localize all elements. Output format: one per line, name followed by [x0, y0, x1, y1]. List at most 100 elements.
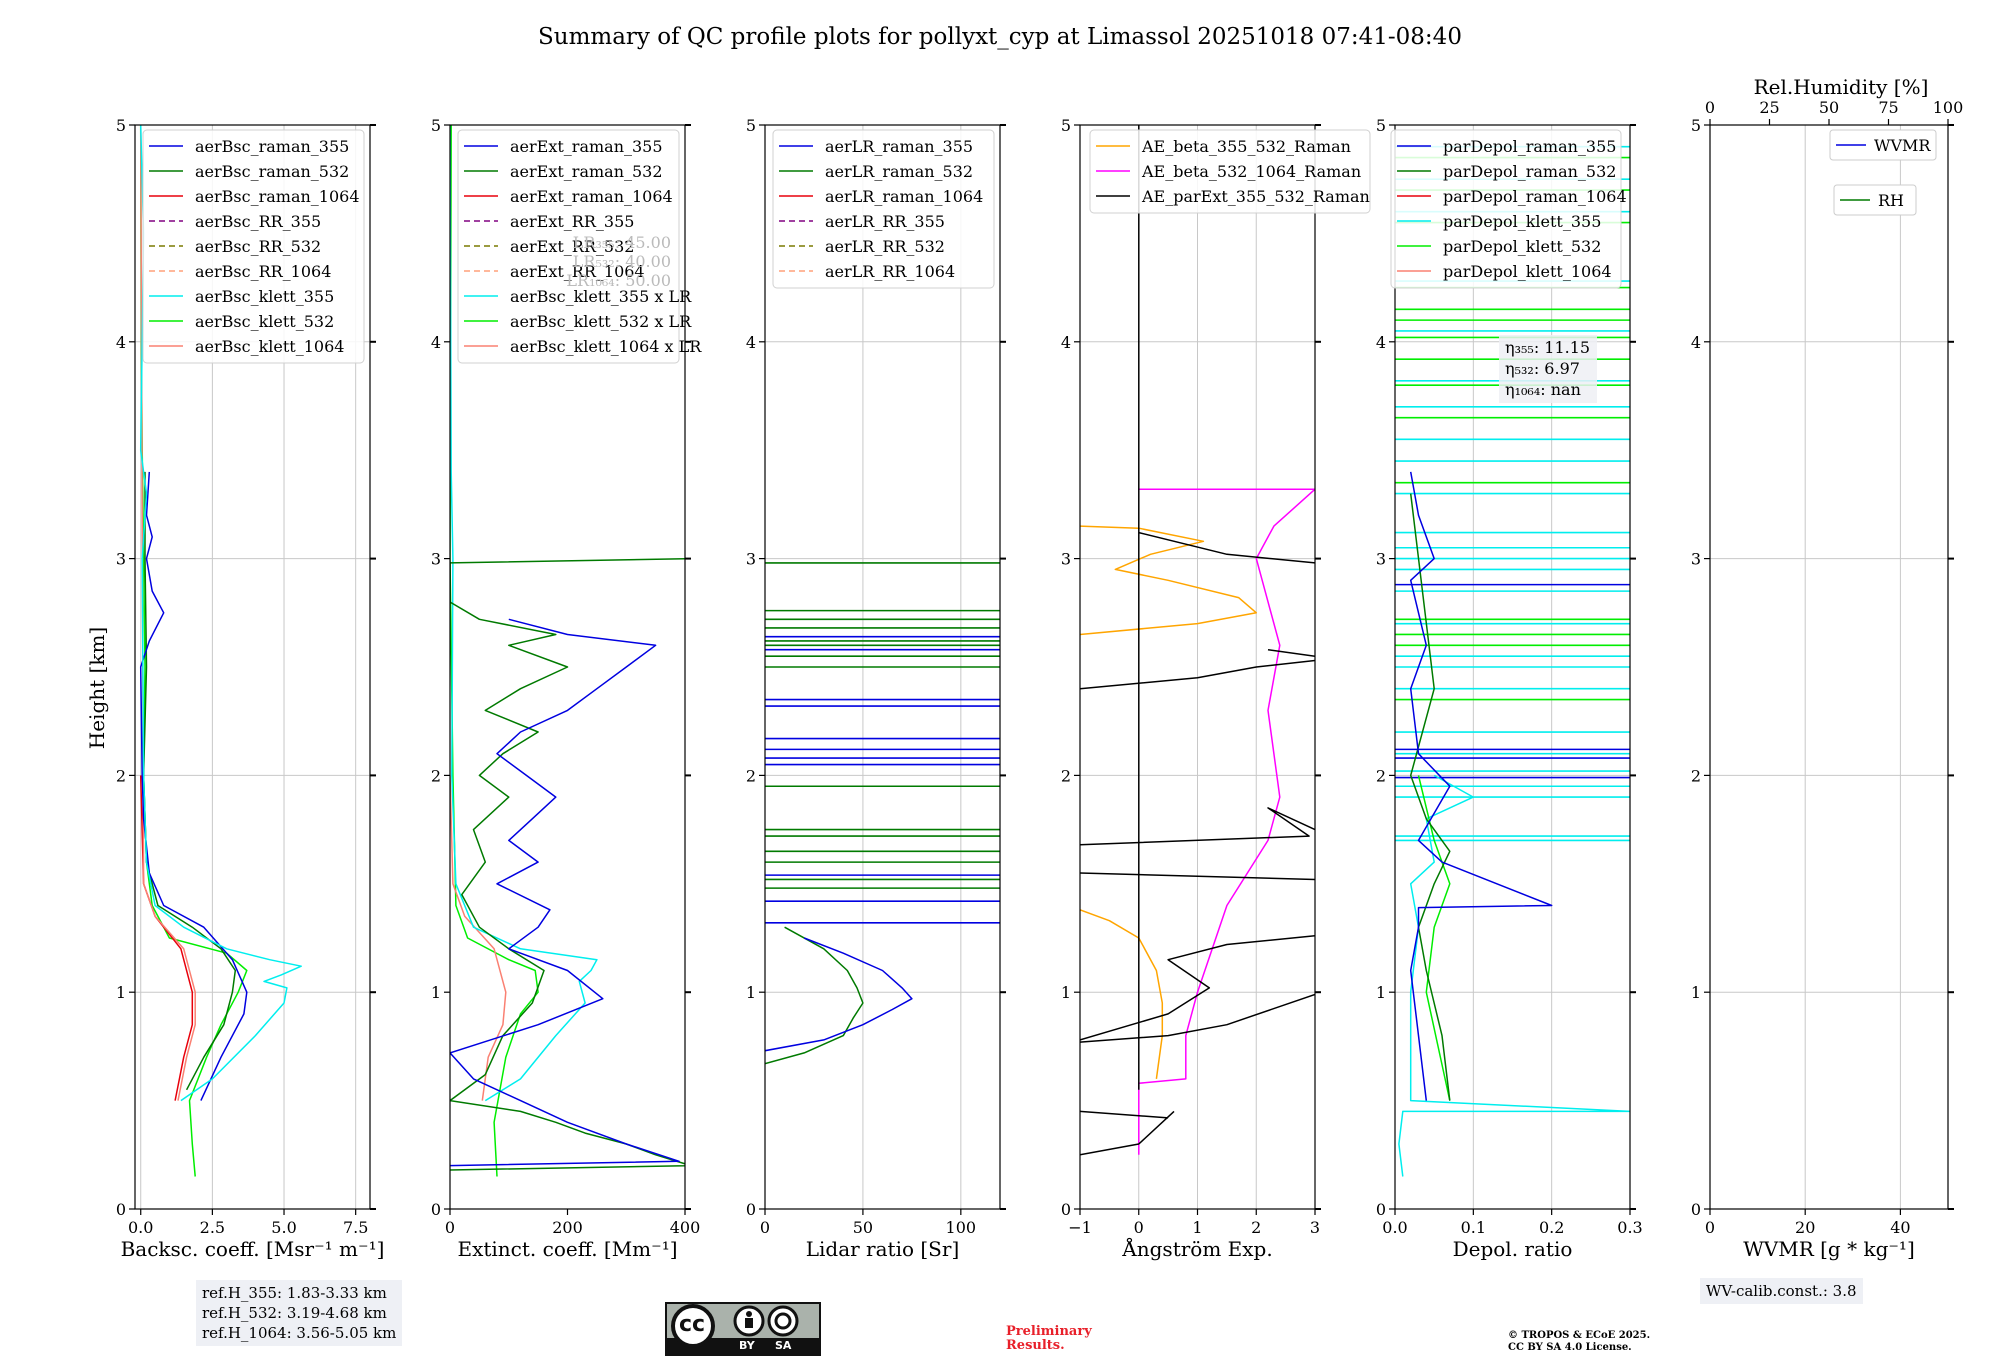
x-tick-label: 3: [1310, 1218, 1320, 1237]
legend-label: aerLR_raman_1064: [825, 187, 983, 206]
series-aerExt_raman_532: [450, 557, 685, 1171]
y-tick-label: 1: [431, 983, 441, 1002]
x-tick-label: 0.1: [1461, 1218, 1486, 1237]
panel-depol: [1389, 124, 1636, 1215]
lr-label: LR₃₅₅: 45.00: [573, 233, 671, 252]
legend-label: parDepol_klett_355: [1443, 212, 1601, 231]
panel-bsc: [129, 124, 376, 1215]
x-axis-label-wv: WVMR [g * kg⁻¹]: [1743, 1237, 1915, 1261]
x-tick-label: 0: [1134, 1218, 1144, 1237]
lr-label: LR₅₃₂: 40.00: [573, 252, 671, 271]
copyright-line-1: © TROPOS & ECoE 2025.: [1508, 1330, 1651, 1341]
cc-sa-text: SA: [775, 1339, 792, 1352]
legend-label: aerExt_raman_355: [510, 137, 663, 156]
copyright-note: © TROPOS & ECoE 2025. CC BY SA 4.0 Licen…: [1508, 1330, 1650, 1354]
legend-label: aerLR_RR_1064: [825, 262, 955, 281]
x-tick-label: 0.0: [1382, 1218, 1407, 1237]
preliminary-line-1: Preliminary: [1006, 1324, 1092, 1339]
y-tick-label: 3: [116, 550, 126, 569]
x-axis-label-ae: Ångström Exp.: [1121, 1236, 1272, 1261]
y-tick-label: 3: [431, 550, 441, 569]
eta-label: η₃₅₅: 11.15: [1505, 338, 1590, 357]
y-tick-label: 3: [1061, 550, 1071, 569]
cc-text: cc: [679, 1312, 706, 1337]
y-tick-label: 4: [1691, 333, 1701, 352]
x-axis-label-lr: Lidar ratio [Sr]: [806, 1237, 960, 1261]
x2-tick-label: 0: [1705, 98, 1715, 117]
series-aerBsc_klett_355 x LR: [450, 125, 598, 1102]
legend-label: aerExt_RR_355: [510, 212, 634, 231]
y-tick-label: 4: [1376, 333, 1386, 352]
y-tick-label: 2: [431, 766, 441, 785]
panel-wv: [1704, 119, 1954, 1215]
y-axis-label: Height [km]: [85, 627, 109, 749]
x-axis-label-bsc: Backsc. coeff. [Msr⁻¹ m⁻¹]: [121, 1237, 385, 1261]
x-tick-label: 20: [1795, 1218, 1815, 1237]
legend-label: parDepol_raman_355: [1443, 137, 1616, 156]
legend-label: aerBsc_RR_1064: [195, 262, 331, 281]
x-tick-label: 2: [1251, 1218, 1261, 1237]
x-axis-label-ext: Extinct. coeff. [Mm⁻¹]: [457, 1237, 677, 1261]
series-parDepol_klett_532: [1417, 775, 1451, 1101]
y-tick-label: 0: [1376, 1200, 1386, 1219]
series-aerLR_raman_532: [765, 926, 864, 1065]
x-tick-label: 100: [946, 1218, 977, 1237]
series-AE_beta_355_532_Raman: [1080, 525, 1258, 636]
legend-label: parDepol_klett_1064: [1443, 262, 1612, 281]
series-aerBsc_klett_355: [139, 125, 302, 1102]
x-tick-label: −1: [1068, 1218, 1092, 1237]
legend-box: [1829, 129, 1937, 161]
series-AE_beta_532_1064_Raman: [1138, 488, 1315, 1155]
y-tick-label: 5: [1376, 116, 1386, 135]
series-AE_parExt_355_532_Raman: [1080, 935, 1315, 1041]
axes-frame: [764, 124, 1001, 1210]
y-tick-label: 5: [1061, 116, 1071, 135]
series-parDepol_klett_355: [1398, 774, 1630, 1177]
legend-box: [142, 129, 365, 364]
y-tick-label: 3: [1376, 550, 1386, 569]
legend-box: [1833, 184, 1917, 216]
legend-label: aerBsc_klett_1064: [195, 337, 344, 356]
legend-box: [772, 129, 995, 289]
y-tick-label: 5: [746, 116, 756, 135]
x-tick-label: 0: [1705, 1218, 1715, 1237]
series-aerBsc_klett_1064 x LR: [450, 775, 507, 1101]
x-tick-label: 1: [1192, 1218, 1202, 1237]
x-tick-label: 5.0: [271, 1218, 296, 1237]
legend-lr: [772, 129, 995, 289]
panel-ext: [444, 124, 691, 1215]
legend-label: AE_parExt_355_532_Raman: [1141, 187, 1370, 206]
x2-tick-label: 100: [1933, 98, 1964, 117]
legend-label: aerLR_raman_532: [825, 162, 973, 181]
legend-label: aerExt_raman_532: [510, 162, 663, 181]
y-tick-label: 2: [1376, 766, 1386, 785]
legend-wvmr: [1829, 129, 1937, 161]
legend-label: AE_beta_532_1064_Raman: [1141, 162, 1361, 181]
y-tick-label: 2: [1061, 766, 1071, 785]
y-tick-label: 5: [431, 116, 441, 135]
y-tick-label: 1: [1061, 983, 1071, 1002]
y-tick-label: 4: [746, 333, 756, 352]
series-AE_beta_355_532_Raman: [1080, 909, 1164, 1080]
plot-area-ext: [450, 125, 685, 1177]
legend-label: parDepol_raman_1064: [1443, 187, 1627, 206]
legend-label: aerLR_RR_532: [825, 237, 945, 256]
series-AE_parExt_355_532_Raman: [1080, 1110, 1175, 1156]
x-tick-label: 200: [552, 1218, 583, 1237]
y-tick-label: 1: [116, 983, 126, 1002]
ref-h-355: ref.H_355: 1.83-3.33 km: [202, 1284, 387, 1302]
panel-ae: [1074, 124, 1371, 1215]
series-AE_parExt_355_532_Raman: [1080, 993, 1315, 1043]
legend-label: aerLR_raman_355: [825, 137, 973, 156]
lr-label: LR₁₀₆₄: 50.00: [566, 271, 671, 290]
legend-label: aerBsc_raman_355: [195, 137, 349, 156]
plot-area-depol: [1395, 145, 1630, 1177]
cc-by-sa-logo: cc BY SA: [665, 1302, 821, 1356]
x2-axis-label: Rel.Humidity [%]: [1754, 75, 1929, 99]
series-aerBsc_raman_355: [139, 471, 248, 1101]
legend-label: aerBsc_klett_355 x LR: [510, 287, 692, 306]
plot-area-ae: [1080, 125, 1315, 1156]
eta-box: [1499, 335, 1597, 403]
wv-calib-box: WV-calib.const.: 3.8: [1700, 1278, 1863, 1304]
eta-label: η₅₃₂: 6.97: [1505, 359, 1580, 378]
